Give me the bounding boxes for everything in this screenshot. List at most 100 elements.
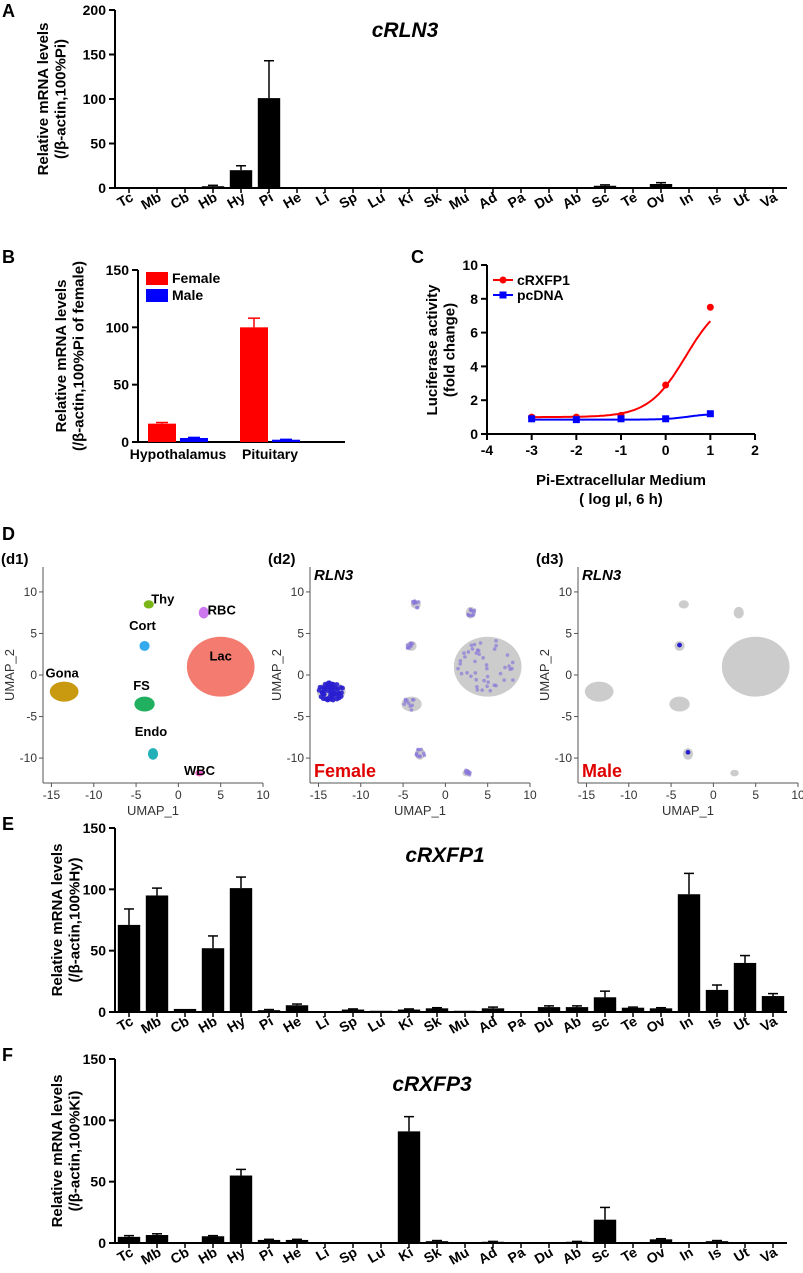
cluster-thy (143, 600, 154, 609)
bar (733, 187, 757, 189)
bar (593, 997, 617, 1012)
bar (173, 1242, 197, 1243)
cluster-label-lac: Lac (209, 649, 231, 664)
expression-dot (481, 656, 485, 660)
bar (229, 1175, 253, 1243)
expression-dot (510, 666, 514, 671)
bar (537, 1242, 561, 1243)
y-tick-label: 10 (559, 585, 573, 599)
y-tick-label: 10 (24, 585, 38, 599)
x-tick-label: 10 (256, 788, 270, 802)
x-tick-label: Sk (421, 1244, 444, 1267)
cluster-wbc (195, 769, 204, 777)
cluster-lac (721, 636, 790, 697)
x-tick-label: Du (532, 1244, 556, 1267)
y-tick-label: 100 (106, 319, 130, 335)
y-tick-label: 200 (83, 2, 107, 18)
bar (537, 1007, 561, 1012)
x-tick-label: In (677, 1013, 696, 1033)
cluster-rbc (198, 606, 209, 619)
y-tick-label: 5 (297, 626, 304, 640)
y-axis-title-line: (fold change) (441, 303, 458, 397)
expression-dot (417, 747, 421, 752)
expression-dot (477, 652, 481, 657)
bar-female (148, 423, 176, 442)
bar (173, 1008, 197, 1012)
x-tick-label: 10 (791, 788, 803, 802)
x-tick-label: Ut (731, 1244, 752, 1265)
x-tick-label: Ov (644, 1013, 668, 1036)
cluster-lac (186, 636, 255, 697)
x-tick-label: Ov (644, 1244, 668, 1267)
y-axis-title-line: (/β-actin,100%Hy) (66, 857, 83, 982)
y-tick-label: 0 (30, 668, 37, 682)
chart-f-crxfp3: 0 50 100 150 Tc Mb Cb Hb Hy Pi He Li Sp Lu Ki Sk Mu Ad Pa D… (49, 1051, 787, 1268)
x-tick-label: Mb (138, 189, 164, 213)
bar (145, 187, 169, 188)
x-tick-label: Sp (336, 189, 359, 212)
expression-dot (412, 601, 416, 606)
bar (145, 1235, 169, 1243)
legend-label-male: Male (172, 287, 203, 303)
bar (201, 948, 225, 1012)
expression-dot (335, 691, 341, 696)
bar (341, 187, 365, 189)
bar (481, 187, 505, 189)
expression-dot (409, 644, 413, 649)
y-axis-title-line: Relative mRNA levels (35, 23, 52, 176)
expression-dot (462, 651, 466, 655)
bar (285, 187, 309, 189)
expression-dot (476, 648, 481, 653)
x-tick-label: 5 (484, 788, 491, 802)
x-tick-label: Is (706, 1244, 724, 1264)
expression-dot (405, 643, 410, 647)
bar (649, 1008, 673, 1012)
y-tick-label: 5 (30, 626, 37, 640)
expression-dot (485, 674, 490, 679)
bar (593, 1219, 617, 1243)
x-tick-label: Ov (644, 189, 668, 212)
expression-dot (329, 684, 335, 690)
cluster-wbc (730, 769, 739, 777)
chart-title: cRLN3 (372, 19, 439, 42)
bar (481, 1241, 505, 1243)
x-tick-label: Hy (224, 189, 248, 212)
expression-dot (498, 671, 503, 676)
panel-sublabel: (d3) (536, 551, 564, 568)
y-axis-title-line: Luciferase activity (424, 284, 441, 416)
y-tick-label: -5 (293, 710, 304, 724)
bar (733, 962, 757, 1012)
x-tick-label: 5 (217, 788, 224, 802)
x-tick-label: -10 (85, 788, 103, 802)
y-axis-title: UMAP_2 (269, 649, 284, 701)
y-tick-label: 5 (565, 626, 572, 640)
y-tick-label: -10 (20, 751, 38, 765)
y-tick-label: 2 (470, 392, 478, 408)
y-tick-label: 0 (98, 180, 106, 196)
y-tick-label: 150 (83, 47, 107, 63)
bar (117, 187, 141, 189)
x-tick-label: Cb (168, 189, 192, 212)
expression-dot (474, 651, 479, 655)
y-tick-label: 150 (83, 1051, 107, 1067)
x-tick-label: Hb (196, 1244, 220, 1267)
expression-dot (322, 681, 328, 687)
x-tick-label: Te (618, 1013, 639, 1035)
y-tick-label: 100 (83, 881, 107, 897)
x-tick-label: -5 (666, 788, 677, 802)
x-tick-label: Ab (560, 1244, 584, 1267)
x-tick-label: Mb (138, 1013, 164, 1037)
cluster-cort (139, 640, 150, 651)
chart-title: cRXFP3 (392, 1073, 472, 1096)
umap-d1-clusters: -15 -10 -5 0 5 10 -10 -5 0 5 10 UMAP_1 UMAP_2 (d1) Thy… (1, 551, 270, 818)
x-tick-label: In (677, 1244, 696, 1264)
expression-dot (405, 646, 410, 650)
expression-dot (403, 699, 408, 704)
bar (593, 185, 617, 188)
chart-b-sex-expression: 0 50 100 150 Hypothalamus Pituitary FemaleMale… (53, 261, 345, 462)
expression-dot (466, 613, 471, 618)
expression-dot (502, 678, 506, 682)
x-tick-label: Te (618, 1244, 639, 1266)
